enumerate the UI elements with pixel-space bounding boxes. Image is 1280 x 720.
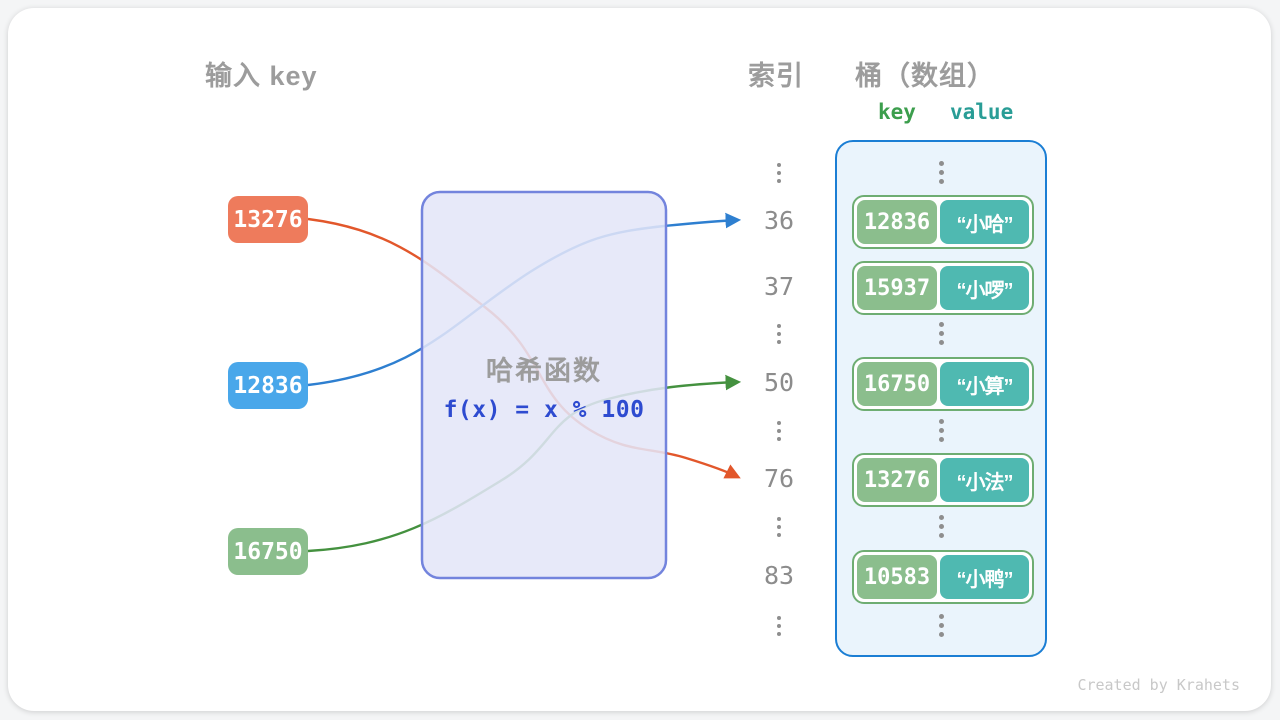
index-ellipsis	[748, 324, 810, 344]
kv-pair: 15937 “小啰”	[852, 261, 1034, 315]
input-key-node-16750: 16750	[228, 528, 308, 575]
bucket-ellipsis	[910, 161, 972, 184]
bucket-ellipsis	[910, 419, 972, 442]
index-heading: 索引	[748, 61, 804, 91]
value-column-heading: value	[950, 100, 1014, 124]
index-value-36: 36	[763, 206, 795, 235]
bucket-heading: 桶（数组）	[855, 61, 995, 91]
index-ellipsis	[748, 421, 810, 441]
key-cell: 13276	[857, 458, 937, 502]
index-value-76: 76	[763, 464, 795, 493]
key-cell: 15937	[857, 266, 937, 310]
value-cell: “小算”	[940, 362, 1029, 406]
key-column-heading: key	[878, 100, 916, 124]
kv-pair: 13276 “小法”	[852, 453, 1034, 507]
key-cell: 12836	[857, 200, 937, 244]
input-key-heading: 输入 key	[205, 61, 318, 91]
input-key-node-12836: 12836	[228, 362, 308, 409]
index-ellipsis	[748, 616, 810, 636]
key-cell: 10583	[857, 555, 937, 599]
bucket-ellipsis	[910, 322, 972, 345]
bucket-ellipsis	[910, 515, 972, 538]
index-value-37: 37	[763, 272, 795, 301]
input-key-node-13276: 13276	[228, 196, 308, 243]
value-cell: “小法”	[940, 458, 1029, 502]
index-value-50: 50	[763, 368, 795, 397]
watermark: Created by Krahets	[1077, 676, 1240, 694]
kv-pair: 16750 “小算”	[852, 357, 1034, 411]
index-ellipsis	[748, 163, 810, 183]
hash-function-title: 哈希函数	[486, 356, 602, 386]
bucket-ellipsis	[910, 614, 972, 637]
index-value-83: 83	[763, 561, 795, 590]
hash-function-formula: f(x) = x % 100	[443, 397, 645, 423]
kv-pair: 12836 “小哈”	[852, 195, 1034, 249]
value-cell: “小鸭”	[940, 555, 1029, 599]
key-cell: 16750	[857, 362, 937, 406]
kv-pair: 10583 “小鸭”	[852, 550, 1034, 604]
value-cell: “小哈”	[940, 200, 1029, 244]
index-ellipsis	[748, 517, 810, 537]
value-cell: “小啰”	[940, 266, 1029, 310]
